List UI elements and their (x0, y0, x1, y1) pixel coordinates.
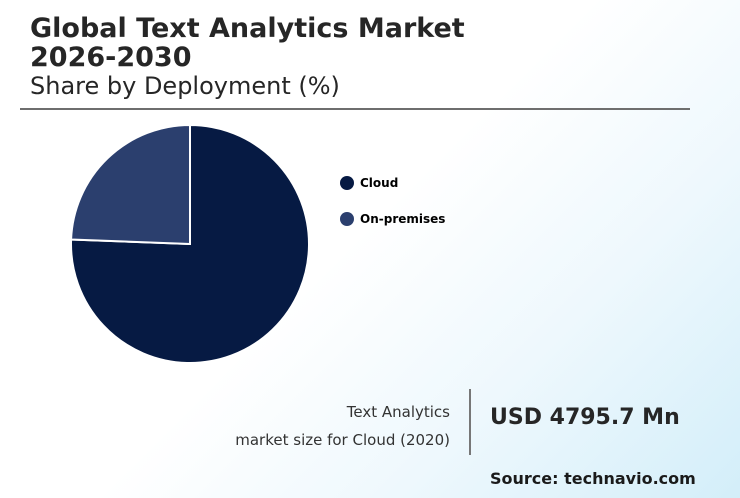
title-divider (20, 108, 690, 110)
legend-swatch-cloud (340, 176, 354, 190)
chart-title: Global Text Analytics Market 2026-2030 (30, 13, 465, 73)
stat-label-line2: market size for Cloud (2020) (235, 431, 450, 449)
legend-label-on-premises: On-premises (360, 212, 446, 226)
source-label: Source: technavio.com (490, 469, 696, 488)
legend: Cloud On-premises (340, 174, 445, 246)
stat-label: Text Analytics market size for Cloud (20… (235, 398, 450, 454)
pie-slice-on-premises (70, 123, 191, 246)
stat-divider (469, 389, 471, 455)
legend-label-cloud: Cloud (360, 176, 399, 190)
legend-swatch-on-premises (340, 212, 354, 226)
stat-label-line1: Text Analytics (346, 403, 450, 421)
legend-item-cloud: Cloud (340, 174, 445, 192)
stat-value: USD 4795.7 Mn (490, 405, 680, 430)
legend-item-on-premises: On-premises (340, 210, 445, 228)
pie-chart (70, 123, 310, 364)
chart-subtitle: Share by Deployment (%) (30, 72, 340, 100)
